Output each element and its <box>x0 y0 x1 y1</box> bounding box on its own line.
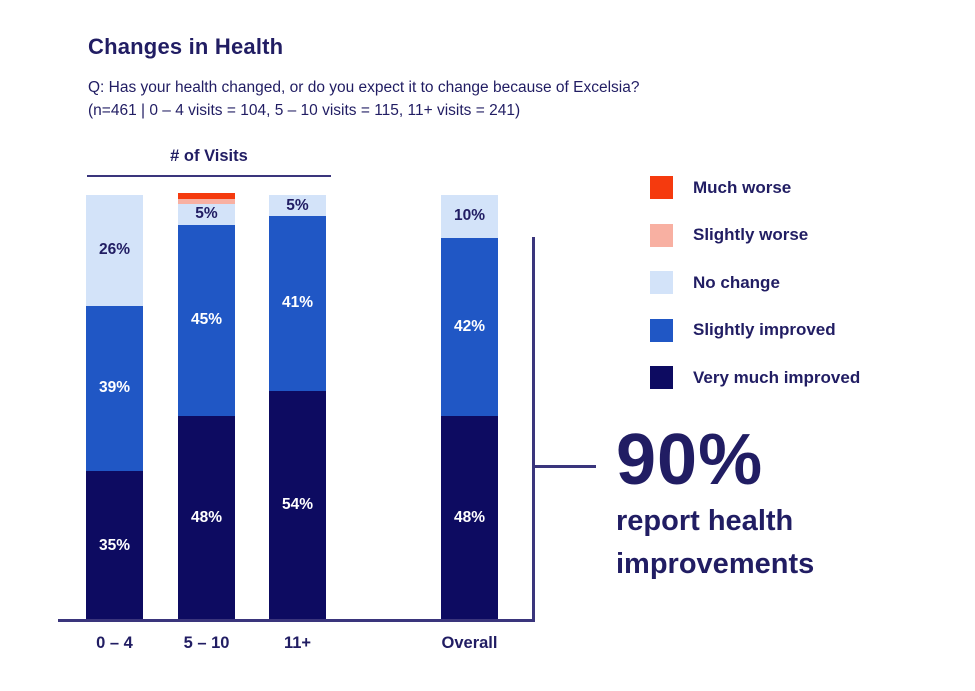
legend-label: No change <box>693 272 780 292</box>
callout-stat: 90% <box>616 420 764 500</box>
legend-label: Very much improved <box>693 367 861 387</box>
segment-much_worse <box>178 192 235 200</box>
legend-item-slightly_improved: Slightly improved <box>650 318 860 342</box>
legend-swatch-icon <box>650 318 673 342</box>
legend-label: Slightly worse <box>693 225 809 244</box>
segment-no_change: 5% <box>178 203 235 225</box>
x-axis-label: 11+ <box>283 634 312 652</box>
x-axis-label: 5 – 10 <box>183 634 230 652</box>
legend-label: Slightly improved <box>693 320 836 339</box>
callout-text-line1: report health <box>616 505 794 537</box>
x-axis-label: 0 – 4 <box>96 634 133 652</box>
subtitle-sample-sizes: (n=461 | 0 – 4 visits = 104, 5 – 10 visi… <box>88 102 521 119</box>
page-title: Changes in Health <box>88 34 284 59</box>
bar-0-4: 26% 39% 35% <box>86 195 143 620</box>
segment-value-label: 45% <box>190 311 223 329</box>
segment-value-label: 26% <box>98 241 131 259</box>
segment-value-label: 41% <box>281 294 314 312</box>
segment-value-label: 48% <box>190 509 223 526</box>
segment-value-label: 42% <box>453 317 486 335</box>
segment-value-label: 35% <box>98 536 131 554</box>
legend-swatch-icon <box>650 366 673 389</box>
callout: 90% report health improvements <box>616 420 814 586</box>
legend-label: Much worse <box>693 177 792 197</box>
subtitle-question: Q: Has your health changed, or do you ex… <box>88 79 640 96</box>
segment-slightly_improved: 45% <box>178 224 235 416</box>
stacked-bar-chart: 26% 39% 35% 5% 45% 48% 5% 41% 54% 10% 42% 48% 0 – 4… <box>58 189 618 652</box>
legend-swatch-icon <box>650 223 673 247</box>
legend-item-very_much_improved: Very much improved <box>650 366 860 389</box>
segment-value-label: 39% <box>98 379 131 397</box>
segment-slightly_improved: 39% <box>86 305 143 472</box>
bracket-tick-line <box>532 465 596 468</box>
bar-11+: 5% 41% 54% <box>269 195 326 620</box>
legend-swatch-icon <box>650 271 673 294</box>
segment-very_much_improved: 54% <box>269 390 326 620</box>
segment-very_much_improved: 48% <box>178 416 235 620</box>
segment-slightly_improved: 41% <box>269 216 326 391</box>
chart-subtitle: Q: Has your health changed, or do you ex… <box>88 76 639 122</box>
segment-slightly_worse <box>178 199 235 204</box>
segment-no_change: 10% <box>441 195 498 238</box>
segment-value-label: 10% <box>453 207 486 225</box>
bracket-vertical-line <box>532 237 535 621</box>
legend-item-no_change: No change <box>650 271 860 294</box>
group-axis-label: # of Visits <box>87 147 331 177</box>
segment-no_change: 26% <box>86 195 143 306</box>
legend-swatch-icon <box>650 176 673 199</box>
callout-text-line2: improvements <box>616 548 815 580</box>
segment-very_much_improved: 35% <box>86 471 143 620</box>
x-axis-label: Overall <box>441 634 498 652</box>
segment-value-label: 54% <box>281 496 314 514</box>
legend: Much worse Slightly worse No change Slightl… <box>650 176 860 389</box>
segment-value-label: 5% <box>195 205 218 223</box>
legend-item-slightly_worse: Slightly worse <box>650 223 860 247</box>
segment-no_change: 5% <box>269 195 326 217</box>
bar-5-10: 5% 45% 48% <box>178 192 235 620</box>
legend-item-much_worse: Much worse <box>650 176 860 199</box>
segment-slightly_improved: 42% <box>441 237 498 416</box>
bar-overall: 10% 42% 48% <box>441 195 498 620</box>
segment-value-label: 48% <box>453 509 486 526</box>
segment-very_much_improved: 48% <box>441 416 498 620</box>
segment-value-label: 5% <box>286 196 309 214</box>
x-axis-line <box>58 619 535 622</box>
